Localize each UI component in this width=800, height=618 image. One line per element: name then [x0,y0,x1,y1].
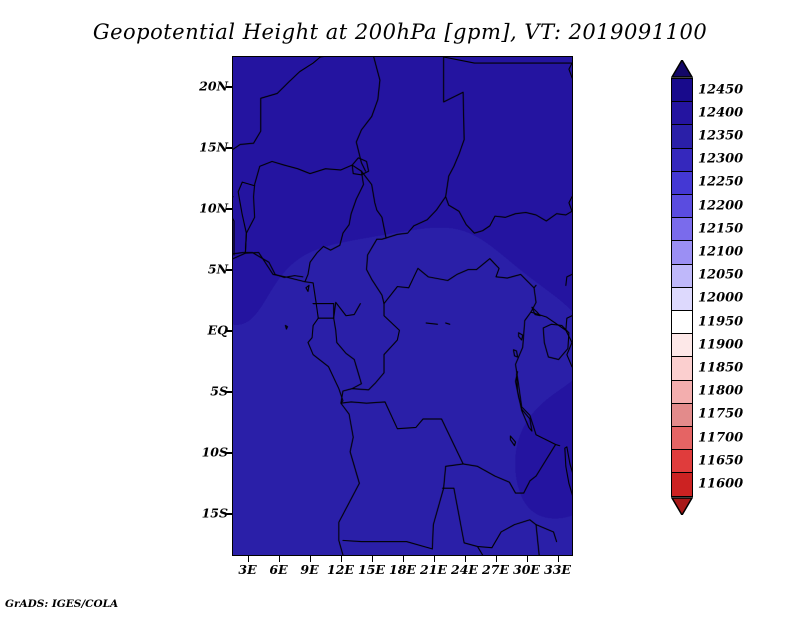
longitude-tick [402,556,404,562]
colorbar-tick-label: 12000 [698,290,744,306]
colorbar-arrow-top [670,58,694,78]
colorbar-band [671,263,693,289]
latitude-tick [226,86,232,88]
longitude-label: 33E [544,562,571,577]
longitude-tick [433,556,435,562]
colorbar-tick-label: 12250 [698,174,744,190]
latitude-tick [226,452,232,454]
colorbar-band [671,333,693,358]
longitude-tick [247,556,249,562]
latitude-label: 15S [201,505,228,521]
colorbar-tick-label: 12400 [698,105,744,121]
latitude-label: 5S [210,383,228,399]
latitude-label: EQ [207,322,228,338]
colorbar-band [671,147,693,173]
longitude-label: 21E [420,562,447,577]
colorbar-arrow-bottom [670,497,694,517]
latitude-tick [226,147,232,149]
longitude-label: 30E [513,562,540,577]
colorbar-band [671,194,693,219]
colorbar-band [671,426,693,451]
geopotential-height-field [233,57,572,555]
colorbar-band [671,379,693,405]
longitude-label: 3E [238,562,257,577]
colorbar-tick-label: 12450 [698,82,744,98]
colorbar-tick-label: 11950 [698,314,744,330]
colorbar-tick-label: 12200 [698,198,744,214]
colorbar-tick-label: 11750 [698,406,744,422]
colorbar-tick-label: 12050 [698,267,744,283]
latitude-tick [226,269,232,271]
colorbar-band [671,170,693,196]
longitude-label: 15E [358,562,385,577]
colorbar-band [671,472,693,498]
colorbar-tick-label: 11700 [698,430,744,446]
colorbar-band [671,402,693,428]
colorbar-tick-label: 11600 [698,476,744,492]
longitude-label: 6E [269,562,288,577]
longitude-tick [278,556,280,562]
latitude-axis: 20N 15N 10N 5N EQ 5S 10S 15S [195,56,228,556]
longitude-tick [464,556,466,562]
colorbar-band [671,449,693,474]
longitude-label: 24E [451,562,478,577]
latitude-label: 15N [199,139,228,155]
colorbar-band [671,356,693,382]
map-plot-area [232,56,573,556]
latitude-tick [226,208,232,210]
latitude-label: 10N [199,200,228,216]
colorbar-band [671,240,693,266]
longitude-tick [309,556,311,562]
longitude-label: 12E [327,562,354,577]
longitude-tick [371,556,373,562]
colorbar-band [671,286,693,312]
colorbar-band [671,78,693,103]
longitude-axis: 3E 6E 9E 12E 15E 18E 21E 24E 27E 30E 33E [232,560,573,580]
longitude-label: 18E [389,562,416,577]
colorbar-tick-label: 11850 [698,360,744,376]
colorbar-tick-label: 12350 [698,128,744,144]
colorbar-tick-label: 11900 [698,337,744,353]
colorbar-band [671,217,693,242]
colorbar-tick-label: 12300 [698,151,744,167]
longitude-label: 27E [482,562,509,577]
longitude-tick [557,556,559,562]
latitude-label: 5N [207,261,228,277]
longitude-tick [526,556,528,562]
colorbar-legend: 12450 12400 12350 12300 12250 12200 12150 12100… [660,56,800,556]
latitude-tick [226,391,232,393]
longitude-label: 9E [300,562,319,577]
colorbar-tick-label: 12150 [698,221,744,237]
colorbar-tick-label: 11800 [698,383,744,399]
latitude-tick [226,513,232,515]
colorbar-tick-label: 11650 [698,453,744,469]
page-title: Geopotential Height at 200hPa [gpm], VT:… [92,20,708,44]
colorbar-tick-label: 12100 [698,244,744,260]
longitude-tick [495,556,497,562]
colorbar-band [671,101,693,126]
colorbar-band [671,310,693,335]
grads-attribution: GrADS: IGES/COLA [5,598,119,610]
colorbar-band [671,124,693,150]
latitude-label: 10S [201,444,228,460]
longitude-tick [340,556,342,562]
latitude-label: 20N [199,78,228,94]
latitude-tick [226,330,232,332]
